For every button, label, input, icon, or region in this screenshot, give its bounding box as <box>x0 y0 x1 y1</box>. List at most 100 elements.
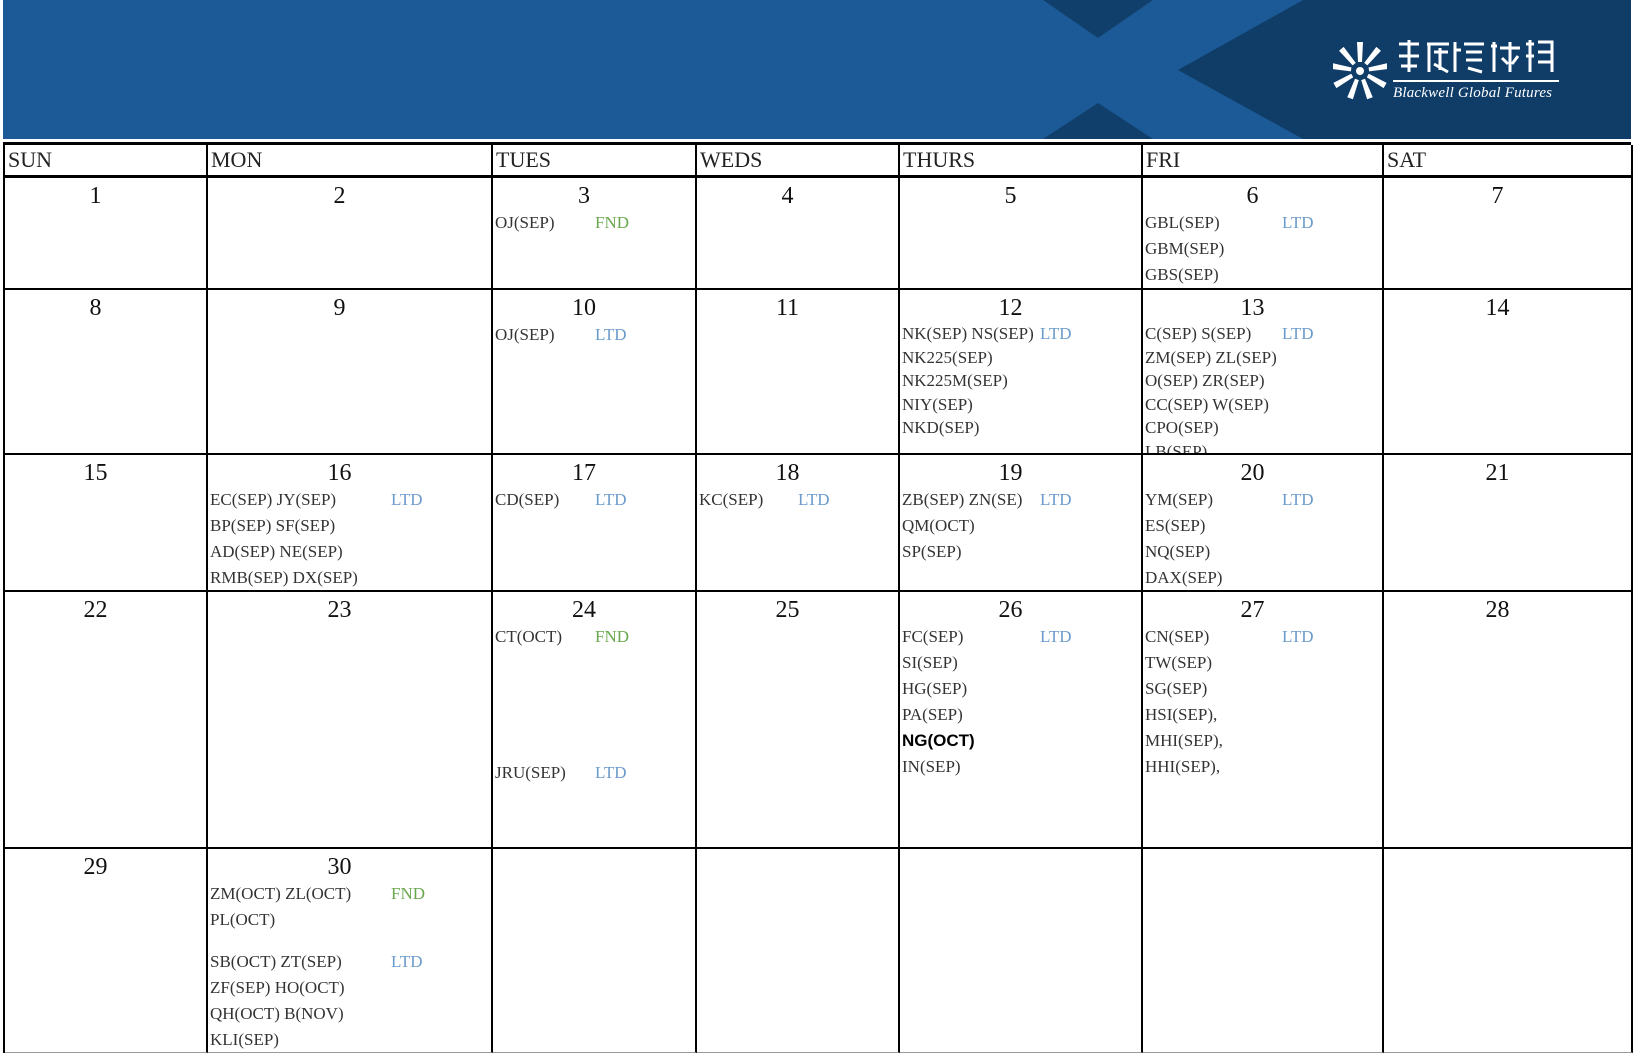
contract-code: SI(SEP) <box>902 653 958 672</box>
contract-code: OJ(SEP) <box>495 213 555 232</box>
day-cell-28: 28 <box>1384 592 1633 849</box>
day-number: 25 <box>775 597 800 623</box>
contract-code: IN(SEP) <box>902 757 961 776</box>
contract-code: SB(OCT) ZT(SEP) <box>210 952 342 971</box>
event-group: FC(SEP) LTD SI(SEP) HG(SEP) PA(SEP) NG(OCT) IN… <box>900 624 1141 780</box>
logo-divider <box>1393 80 1559 82</box>
contract-code: C(SEP) S(SEP) <box>1145 324 1252 343</box>
weekday-header-mon: MON <box>208 145 493 178</box>
ltd-label: LTD <box>1282 490 1314 509</box>
day-number: 12 <box>998 295 1023 321</box>
contract-entry: SI(SEP) <box>900 650 1141 676</box>
day-number: 13 <box>1240 295 1265 321</box>
ltd-label: LTD <box>1282 213 1314 232</box>
day-number: 1 <box>89 183 102 209</box>
event-group: JRU(SEP) LTD <box>493 760 695 786</box>
ltd-label: LTD <box>1282 627 1314 646</box>
day-cell-9: 9 <box>208 290 493 455</box>
day-cell-30: 30 ZM(OCT) ZL(OCT) FND PL(OCT) SB(OCT) ZT(SE… <box>208 849 493 1053</box>
contract-code: FC(SEP) <box>902 627 964 646</box>
day-number: 7 <box>1491 183 1504 209</box>
day-cell-7: 7 <box>1384 178 1633 290</box>
day-number: 14 <box>1485 295 1510 321</box>
contract-entry: NK225(SEP) <box>900 346 1141 370</box>
contract-entry: QH(OCT) B(NOV) <box>208 1001 491 1027</box>
ltd-label: LTD <box>798 490 830 509</box>
header-banner: Blackwell Global Futures <box>3 0 1631 139</box>
event-group: CN(SEP) LTD TW(SEP) SG(SEP) HSI(SEP), MHI(SEP… <box>1143 624 1382 780</box>
day-cell-26: 26 FC(SEP) LTD SI(SEP) HG(SEP) PA(SEP) NG(OCT)… <box>900 592 1143 849</box>
contract-code: TW(SEP) <box>1145 653 1213 672</box>
day-cell-23: 23 <box>208 592 493 849</box>
contract-code: HG(SEP) <box>902 679 968 698</box>
event-group: C(SEP) S(SEP) LTD ZM(SEP) ZL(SEP) O(SEP) ZR… <box>1143 322 1382 454</box>
fnd-label: FND <box>595 627 630 646</box>
contract-code: NIY(SEP) <box>902 394 973 414</box>
ltd-label: LTD <box>1040 324 1072 343</box>
contract-code: ZF(SEP) HO(OCT) <box>210 978 345 997</box>
weekday-header-weds: WEDS <box>697 145 900 178</box>
day-number: 18 <box>775 460 800 486</box>
contract-code: CPO(SEP) <box>1145 418 1219 437</box>
contract-entry: NG(OCT) <box>900 728 1141 754</box>
day-number: 26 <box>998 597 1023 623</box>
day-cell-17: 17 CD(SEP) LTD <box>493 455 697 592</box>
day-number: 8 <box>89 295 102 321</box>
day-number: 19 <box>998 460 1023 486</box>
contract-entry: HHI(SEP), <box>1143 754 1382 780</box>
contract-entry: ES(SEP) <box>1143 513 1382 539</box>
event-group: SB(OCT) ZT(SEP) LTD ZF(SEP) HO(OCT) QH(OCT)… <box>208 949 491 1052</box>
day-cell-14: 14 <box>1384 290 1633 455</box>
weekday-header-fri: FRI <box>1143 145 1384 178</box>
contract-code: CD(SEP) <box>495 490 560 509</box>
day-number: 4 <box>781 183 794 209</box>
contract-entry: SB(OCT) ZT(SEP) LTD <box>208 949 491 975</box>
contract-code: ZB(SEP) ZN(SE) <box>902 490 1023 509</box>
logo-cjk-wordmark <box>1396 36 1562 76</box>
day-number: 27 <box>1240 597 1265 623</box>
ltd-label: LTD <box>595 325 627 344</box>
contract-entry: ZM(OCT) ZL(OCT) FND <box>208 881 491 907</box>
day-cell-empty <box>1143 849 1384 1053</box>
day-number: 3 <box>578 183 590 209</box>
day-cell-10: 10 OJ(SEP) LTD <box>493 290 697 455</box>
contract-code: JRU(SEP) <box>495 763 566 782</box>
day-number: 30 <box>327 854 352 880</box>
contract-entry: OJ(SEP) FND <box>493 210 695 236</box>
contract-entry: LB(SEP) <box>1143 440 1382 454</box>
contract-code: SG(SEP) <box>1145 679 1208 698</box>
day-number: 2 <box>333 183 346 209</box>
contract-entry: NIY(SEP) <box>900 393 1141 417</box>
contract-entry: GBS(SEP) <box>1143 262 1382 288</box>
contract-code: DAX(SEP) <box>1145 568 1223 587</box>
contract-entry: ZB(SEP) ZN(SE) LTD <box>900 487 1141 513</box>
contract-entry: PL(OCT) <box>208 907 491 933</box>
contract-entry: CT(OCT) FND <box>493 624 695 650</box>
ltd-label: LTD <box>391 952 423 971</box>
contract-entry: FC(SEP) LTD <box>900 624 1141 650</box>
logo-english-name: Blackwell Global Futures <box>1393 85 1553 101</box>
day-cell-20: 20 YM(SEP) LTD ES(SEP) NQ(SEP) DAX(SEP) <box>1143 455 1384 592</box>
contract-code: AD(SEP) NE(SEP) <box>210 542 343 561</box>
day-cell-12: 12 NK(SEP) NS(SEP) LTD NK225(SEP) NK225M(SEP… <box>900 290 1143 455</box>
day-cell-5: 5 <box>900 178 1143 290</box>
contract-entry: BP(SEP) SF(SEP) <box>208 513 491 539</box>
contract-entry: NQ(SEP) <box>1143 539 1382 565</box>
contract-entry: SP(SEP) <box>900 539 1141 565</box>
event-group: CD(SEP) LTD <box>493 487 695 513</box>
event-group: ZB(SEP) ZN(SE) LTD QM(OCT) SP(SEP) <box>900 487 1141 565</box>
day-number: 20 <box>1240 460 1265 486</box>
contract-code: HHI(SEP), <box>1145 757 1221 776</box>
contract-code: SP(SEP) <box>902 542 962 561</box>
contract-entry: HSI(SEP), <box>1143 702 1382 728</box>
day-cell-21: 21 <box>1384 455 1633 592</box>
day-cell-15: 15 <box>5 455 208 592</box>
event-group: EC(SEP) JY(SEP) LTD BP(SEP) SF(SEP) AD(SEP)… <box>208 487 491 590</box>
day-cell-18: 18 KC(SEP) LTD <box>697 455 900 592</box>
day-cell-4: 4 <box>697 178 900 290</box>
event-group: NK(SEP) NS(SEP) LTD NK225(SEP) NK225M(SEP) N… <box>900 322 1141 440</box>
logo-emblem-icon <box>1333 42 1387 100</box>
day-cell-11: 11 <box>697 290 900 455</box>
day-number: 15 <box>83 460 108 486</box>
day-number: 23 <box>327 597 352 623</box>
